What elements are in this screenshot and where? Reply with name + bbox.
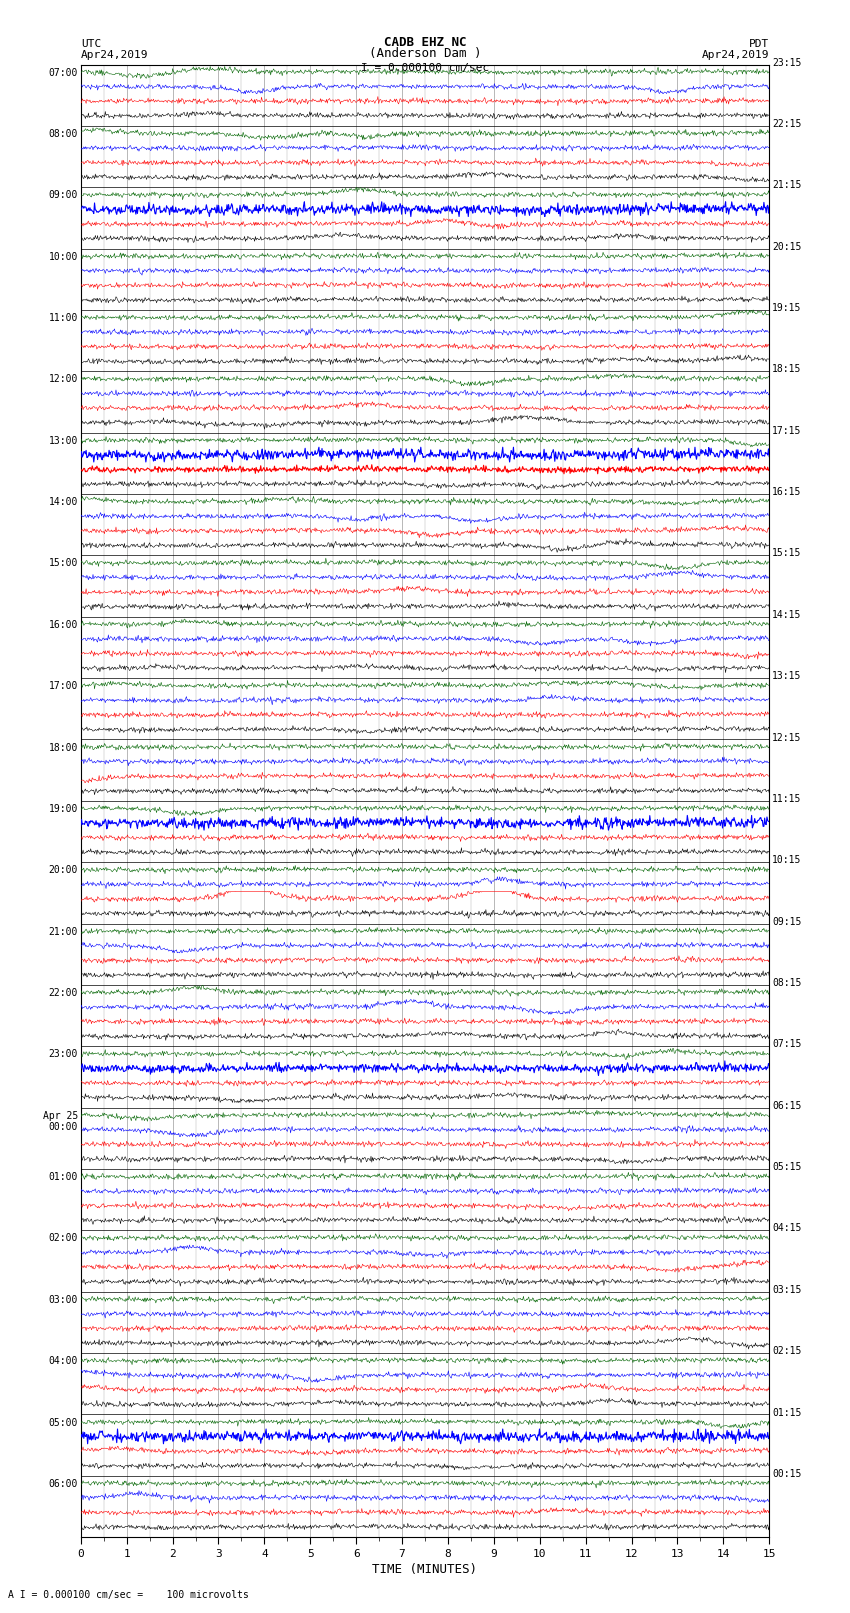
- Text: (Anderson Dam ): (Anderson Dam ): [369, 47, 481, 60]
- Text: A I = 0.000100 cm/sec =    100 microvolts: A I = 0.000100 cm/sec = 100 microvolts: [8, 1590, 249, 1600]
- Text: Apr24,2019: Apr24,2019: [702, 50, 769, 60]
- Text: CADB EHZ NC: CADB EHZ NC: [383, 35, 467, 50]
- Text: PDT: PDT: [749, 39, 769, 50]
- Text: I = 0.000100 cm/sec: I = 0.000100 cm/sec: [361, 63, 489, 73]
- X-axis label: TIME (MINUTES): TIME (MINUTES): [372, 1563, 478, 1576]
- Text: Apr24,2019: Apr24,2019: [81, 50, 148, 60]
- Text: UTC: UTC: [81, 39, 101, 50]
